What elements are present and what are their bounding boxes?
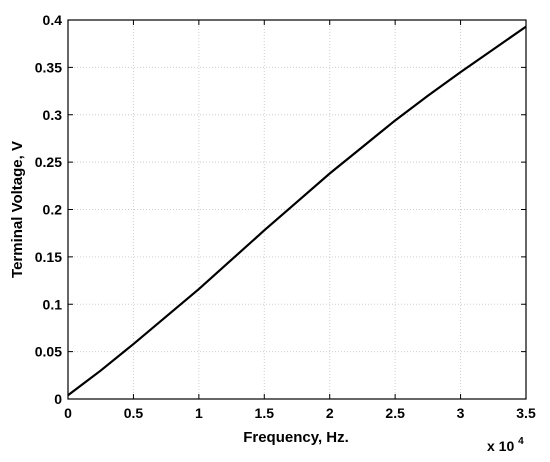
x-tick-labels: 0 0.5 1 1.5 2 2.5 3 3.5 — [64, 405, 536, 421]
y-tick-labels: 0 0.05 0.1 0.15 0.2 0.25 0.3 0.35 0.4 — [35, 12, 62, 407]
x-tick-label: 2.5 — [385, 405, 405, 421]
y-tick-label: 0.25 — [35, 154, 62, 170]
x-axis-label: Frequency, Hz. — [243, 429, 349, 446]
x-tick-label: 3 — [457, 405, 465, 421]
plot-frame — [67, 19, 527, 400]
y-axis-label: Terminal Voltage, V — [9, 141, 26, 278]
x-multiplier-exponent: 4 — [518, 436, 524, 447]
x-tick-label: 3.5 — [516, 405, 536, 421]
x-tick-label: 0 — [64, 405, 72, 421]
y-tick-label: 0.35 — [35, 59, 62, 75]
x-tick-label: 1.5 — [255, 405, 275, 421]
x-axis-multiplier: x 10 4 — [487, 436, 524, 454]
y-tick-label: 0.05 — [35, 344, 62, 360]
y-tick-label: 0.1 — [43, 296, 63, 312]
x-tick-label: 0.5 — [124, 405, 144, 421]
y-tick-label: 0 — [54, 391, 62, 407]
y-tick-label: 0.2 — [43, 202, 63, 218]
grid-lines — [68, 20, 526, 399]
y-tick-label: 0.3 — [43, 107, 63, 123]
x-multiplier-base: x 10 — [487, 438, 514, 454]
y-tick-label: 0.15 — [35, 249, 62, 265]
x-tick-label: 2 — [326, 405, 334, 421]
series-line — [67, 25, 527, 397]
x-tick-label: 1 — [195, 405, 203, 421]
y-tick-label: 0.4 — [43, 12, 63, 28]
